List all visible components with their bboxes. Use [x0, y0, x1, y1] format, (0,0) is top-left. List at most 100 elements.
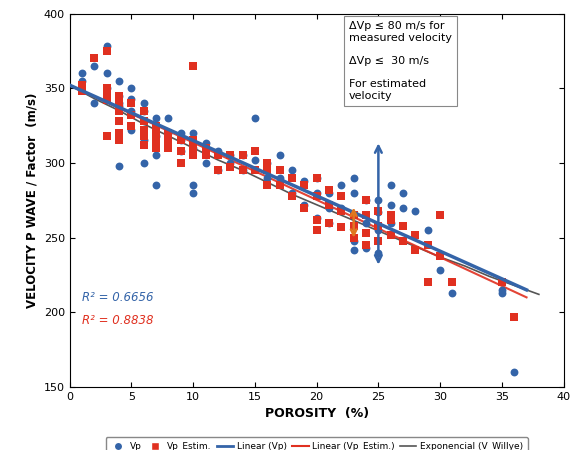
Point — [324, 189, 333, 196]
Point — [361, 197, 371, 204]
Point — [238, 167, 248, 174]
Point — [448, 279, 457, 286]
Point — [77, 77, 87, 84]
Point — [176, 137, 185, 144]
Point — [201, 140, 210, 147]
Point — [386, 182, 395, 189]
Point — [349, 246, 358, 253]
Point — [324, 204, 333, 212]
Point — [287, 167, 296, 174]
Point — [349, 237, 358, 244]
Point — [139, 137, 148, 144]
Point — [188, 144, 198, 152]
Point — [324, 201, 333, 208]
Point — [127, 107, 136, 114]
Point — [102, 43, 112, 50]
Point — [188, 152, 198, 159]
Point — [225, 152, 235, 159]
Point — [275, 174, 284, 181]
Point — [139, 141, 148, 149]
Point — [164, 130, 173, 137]
Point — [152, 137, 161, 144]
Point — [300, 182, 309, 189]
Point — [374, 197, 383, 204]
Point — [411, 246, 420, 253]
Point — [114, 92, 124, 99]
Point — [263, 159, 272, 166]
Point — [263, 174, 272, 181]
Point — [152, 144, 161, 152]
Point — [102, 132, 112, 140]
Point — [399, 204, 408, 212]
Point — [361, 244, 371, 252]
Point — [312, 174, 321, 181]
Text: R² = 0.8838: R² = 0.8838 — [82, 314, 153, 327]
Point — [337, 192, 346, 199]
Point — [114, 77, 124, 84]
Point — [114, 99, 124, 107]
Point — [77, 81, 87, 89]
Point — [287, 174, 296, 181]
Point — [114, 107, 124, 114]
Point — [114, 137, 124, 144]
Point — [497, 289, 507, 297]
Point — [164, 130, 173, 137]
Point — [423, 226, 432, 234]
Point — [275, 182, 284, 189]
Point — [102, 85, 112, 92]
Point — [275, 152, 284, 159]
Point — [188, 62, 198, 69]
Point — [127, 99, 136, 107]
Point — [386, 216, 395, 223]
Point — [386, 212, 395, 219]
Point — [176, 130, 185, 137]
Point — [102, 92, 112, 99]
Point — [201, 152, 210, 159]
Point — [225, 152, 235, 159]
Point — [374, 222, 383, 229]
Point — [250, 147, 260, 154]
Point — [152, 132, 161, 140]
Point — [324, 219, 333, 226]
Point — [164, 137, 173, 144]
Point — [238, 152, 248, 159]
Point — [349, 222, 358, 229]
Point — [152, 130, 161, 137]
Point — [263, 167, 272, 174]
Point — [399, 222, 408, 229]
Point — [225, 164, 235, 171]
Point — [349, 212, 358, 219]
Point — [77, 88, 87, 95]
Point — [312, 216, 321, 223]
Point — [497, 286, 507, 293]
Point — [114, 92, 124, 99]
Point — [139, 117, 148, 125]
Point — [201, 144, 210, 152]
Point — [361, 242, 371, 249]
Point — [374, 207, 383, 214]
Point — [164, 114, 173, 122]
Point — [89, 99, 99, 107]
Point — [139, 107, 148, 114]
Point — [176, 137, 185, 144]
Point — [139, 126, 148, 134]
Point — [102, 47, 112, 54]
Point — [312, 226, 321, 234]
Point — [386, 231, 395, 238]
Point — [102, 70, 112, 77]
Point — [287, 192, 296, 199]
Point — [312, 215, 321, 222]
Point — [176, 147, 185, 154]
Point — [139, 159, 148, 166]
Point — [250, 114, 260, 122]
Point — [139, 107, 148, 114]
Point — [300, 177, 309, 184]
Point — [213, 147, 223, 154]
Point — [152, 152, 161, 159]
Point — [510, 313, 519, 320]
Point — [374, 249, 383, 256]
Point — [361, 212, 371, 219]
Point — [164, 144, 173, 152]
Point — [102, 97, 112, 104]
Point — [250, 167, 260, 174]
